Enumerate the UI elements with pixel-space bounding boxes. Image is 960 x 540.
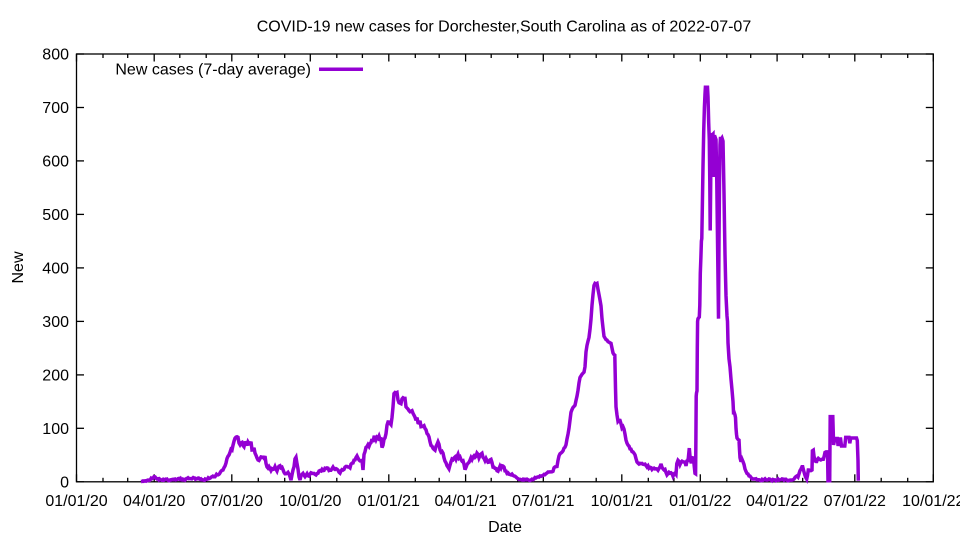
svg-text:01/01/22: 01/01/22 — [669, 493, 731, 510]
svg-text:10/01/21: 10/01/21 — [591, 493, 653, 510]
svg-text:500: 500 — [42, 207, 69, 224]
svg-text:400: 400 — [42, 261, 69, 278]
svg-text:07/01/21: 07/01/21 — [512, 493, 574, 510]
svg-text:New: New — [10, 251, 27, 283]
svg-text:New cases (7-day average): New cases (7-day average) — [115, 62, 311, 79]
svg-text:07/01/20: 07/01/20 — [201, 493, 263, 510]
svg-text:01/01/21: 01/01/21 — [358, 493, 420, 510]
svg-text:600: 600 — [42, 154, 69, 171]
svg-text:04/01/22: 04/01/22 — [746, 493, 808, 510]
svg-text:300: 300 — [42, 314, 69, 331]
svg-text:01/01/20: 01/01/20 — [45, 493, 107, 510]
svg-text:0: 0 — [60, 475, 69, 492]
svg-text:800: 800 — [42, 47, 69, 64]
svg-text:700: 700 — [42, 100, 69, 117]
svg-text:COVID-19 new cases for Dorches: COVID-19 new cases for Dorchester,South … — [257, 19, 752, 36]
svg-text:200: 200 — [42, 368, 69, 385]
svg-text:07/01/22: 07/01/22 — [824, 493, 886, 510]
svg-text:04/01/21: 04/01/21 — [434, 493, 496, 510]
svg-text:Date: Date — [488, 519, 522, 536]
svg-text:100: 100 — [42, 421, 69, 438]
svg-text:10/01/20: 10/01/20 — [279, 493, 341, 510]
svg-text:10/01/22: 10/01/22 — [902, 493, 960, 510]
svg-text:04/01/20: 04/01/20 — [123, 493, 185, 510]
